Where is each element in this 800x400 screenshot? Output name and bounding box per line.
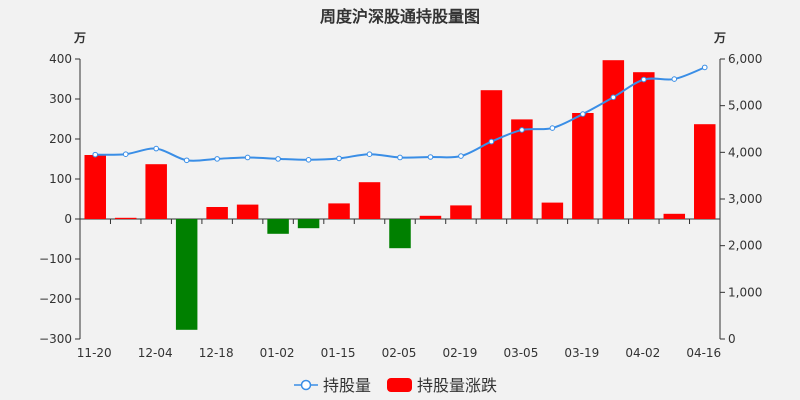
bar [389,219,411,249]
legend-item-change[interactable]: 持股量涨跌 [387,376,497,395]
bar [511,119,533,219]
x-tick-label: 04-16 [686,346,721,360]
right-tick-label: 2,000 [728,239,762,253]
left-axis-unit: 万 [73,31,86,45]
line-point [366,151,373,157]
bar [175,219,198,330]
right-axis: 6,000 5,000 4,000 3,000 2,000 1,000 0 [719,52,762,346]
legend[interactable]: 持股量 持股量涨跌 [294,376,497,395]
line-point [183,157,190,164]
right-tick-label: 1,000 [728,285,762,299]
line-point [580,111,586,117]
right-tick-label: 3,000 [728,192,762,206]
bar [572,113,594,219]
bar-series [84,60,716,330]
x-tick-label: 01-15 [321,346,356,360]
left-axis: 400 300 200 100 0 −100 −200 −300 [39,52,81,346]
bar [663,213,686,219]
legend-line-marker-icon [300,379,312,391]
left-tick-label: 0 [64,212,72,226]
line-point [519,127,525,133]
line-point [458,153,464,159]
bar [297,219,320,229]
x-tick-label: 03-05 [503,346,538,360]
x-tick-label: 04-02 [625,346,660,360]
bar [267,219,289,234]
line-point [488,138,495,145]
bar [114,217,137,219]
right-tick-label: 5,000 [728,99,762,113]
right-tick-label: 6,000 [728,52,762,66]
line-point [153,145,159,152]
left-tick-label: 400 [49,52,72,66]
line-point [275,156,281,162]
line-point [397,154,403,161]
line-point [427,154,434,160]
left-tick-label: −300 [39,332,72,346]
left-tick-label: 100 [49,172,72,186]
left-tick-label: 300 [49,92,72,106]
legend-bar-icon [387,378,412,392]
x-tick-label: 02-19 [443,346,478,360]
bar [328,203,350,219]
bar [145,164,167,219]
chart-title: 周度沪深股通持股量图 [320,7,480,26]
bar [480,90,503,219]
line-point [244,154,251,161]
left-tick-label: −100 [39,252,72,266]
legend-label-holding: 持股量 [323,376,371,395]
bar [419,215,442,219]
left-tick-label: 200 [49,132,72,146]
line-point [92,151,99,158]
line-point [549,125,556,131]
bar [358,182,381,219]
left-tick-label: −200 [39,292,72,306]
bar [206,207,228,219]
x-tick-label: 11-20 [77,346,112,360]
x-tick-label: 01-02 [260,346,295,360]
bar [236,204,259,219]
line-point [336,155,342,162]
line-point [610,94,617,101]
line-point [701,64,708,71]
bar [450,205,472,219]
bar [602,60,625,220]
line-point [214,156,220,162]
bar [633,72,655,219]
line-point [305,157,312,163]
legend-label-change: 持股量涨跌 [417,376,497,395]
line-series [92,64,708,164]
line-point [671,76,678,82]
line-point [641,76,647,83]
right-axis-unit: 万 [713,31,726,45]
bar [694,124,716,219]
x-tick-label: 12-18 [199,346,234,360]
bar [84,155,106,219]
right-tick-label: 0 [728,332,736,346]
right-tick-label: 4,000 [728,145,762,159]
x-tick-label: 02-05 [382,346,417,360]
line-point [122,151,129,157]
x-tick-label: 03-19 [564,346,599,360]
bar [541,202,564,219]
x-tick-label: 12-04 [138,346,173,360]
legend-item-holding[interactable]: 持股量 [294,376,371,395]
